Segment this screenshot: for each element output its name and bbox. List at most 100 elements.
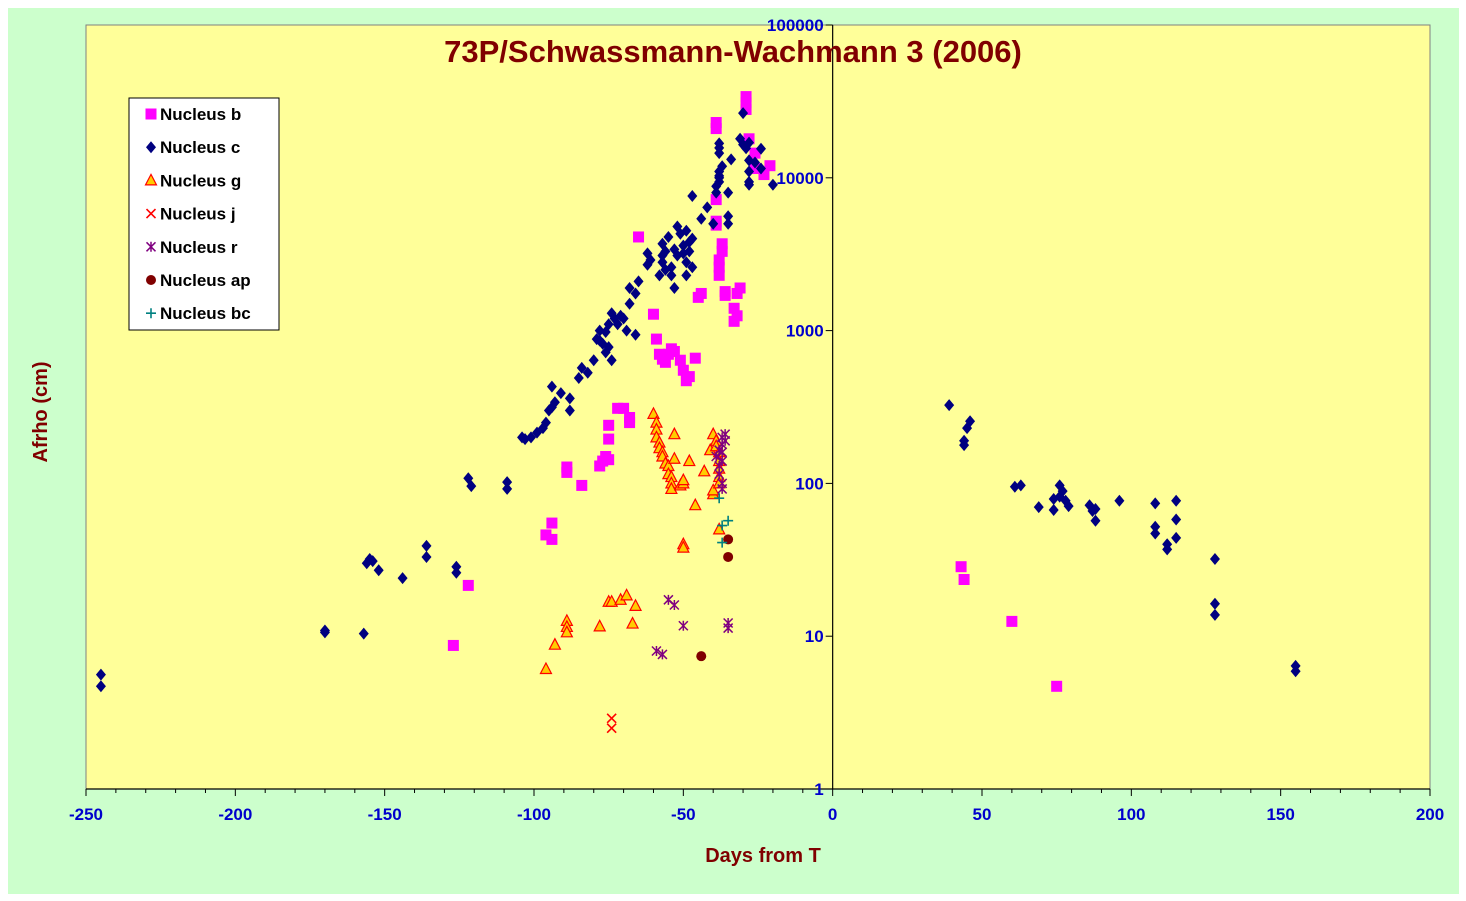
data-point [1006, 615, 1018, 627]
legend-box [128, 97, 280, 331]
chart-title: 73P/Schwassmann-Wachmann 3 (2006) [444, 34, 1022, 69]
data-point [702, 201, 713, 214]
data-point [714, 137, 725, 150]
data-point [731, 310, 743, 322]
data-point [645, 253, 656, 266]
data-point [1171, 513, 1182, 526]
data-point [716, 245, 728, 257]
x-axis-title: Days from T [705, 845, 821, 867]
data-point [713, 261, 725, 273]
data-point [713, 269, 725, 281]
x-tick-label: -100 [517, 805, 551, 824]
legend-label: Nucleus c [160, 138, 240, 157]
data-point [606, 713, 617, 724]
y-tick-label: 10 [805, 627, 824, 646]
data-point [728, 315, 740, 327]
data-point [603, 433, 615, 445]
data-point [540, 529, 552, 541]
data-point [681, 256, 692, 269]
data-point [755, 142, 766, 155]
data-point [965, 415, 976, 428]
data-point [666, 269, 677, 282]
data-point [1150, 520, 1161, 533]
data-point [676, 472, 690, 486]
data-point [744, 178, 755, 191]
data-point [421, 539, 432, 552]
data-point [716, 238, 728, 250]
legend-marker [146, 275, 156, 285]
data-point [588, 354, 599, 367]
data-point [1114, 494, 1125, 507]
data-point [1063, 500, 1074, 513]
data-point [606, 354, 617, 367]
data-point [682, 453, 696, 467]
data-point [612, 318, 623, 331]
data-point [728, 302, 740, 314]
data-point [710, 117, 722, 129]
data-point [603, 341, 614, 354]
data-point [681, 224, 692, 237]
data-point [720, 435, 731, 446]
data-point [958, 574, 970, 586]
series-nucleus-g [539, 406, 726, 675]
plot-area [85, 24, 1431, 790]
x-tick-label: 150 [1266, 805, 1294, 824]
data-point [1015, 479, 1026, 492]
data-point [740, 103, 752, 115]
data-point [959, 439, 970, 452]
data-point [624, 282, 635, 295]
data-point [717, 483, 728, 494]
data-point [723, 210, 734, 223]
data-point [1290, 665, 1301, 678]
data-point [666, 261, 677, 274]
data-point [657, 649, 668, 660]
data-point [451, 566, 462, 579]
data-point [561, 461, 573, 473]
legend-label: Nucleus g [160, 171, 241, 190]
data-point [708, 217, 719, 230]
data-point [549, 396, 560, 409]
series-nucleus-bc [714, 493, 734, 548]
data-point [717, 160, 728, 173]
data-point [664, 481, 678, 495]
legend-label: Nucleus bc [160, 304, 251, 323]
data-point [714, 493, 725, 504]
series-nucleus-ap [696, 534, 734, 662]
data-point [397, 572, 408, 585]
data-point [750, 156, 761, 169]
legend-label: Nucleus b [160, 105, 241, 124]
y-axis-title: Afrho (cm) [30, 361, 52, 462]
data-point [560, 625, 574, 638]
data-point [677, 364, 689, 376]
data-point [633, 231, 645, 243]
x-tick-label: 50 [973, 805, 992, 824]
data-point [647, 308, 659, 320]
data-point [723, 217, 734, 230]
legend-marker [145, 108, 157, 120]
data-point [684, 245, 695, 258]
data-point [740, 91, 752, 103]
data-point [95, 668, 106, 681]
data-point [618, 312, 629, 325]
data-point [717, 456, 728, 467]
data-point [1033, 501, 1044, 514]
data-point [624, 297, 635, 310]
y-tick-label: 100000 [767, 16, 824, 35]
data-point [683, 371, 695, 383]
data-point [744, 136, 755, 149]
data-point [955, 561, 967, 573]
data-point [660, 245, 671, 258]
data-point [1171, 494, 1182, 507]
data-point [630, 287, 641, 300]
data-point [714, 169, 725, 182]
data-point [605, 594, 619, 607]
data-point [696, 212, 707, 225]
data-point [687, 232, 698, 245]
legend-label: Nucleus j [160, 205, 236, 224]
data-point [668, 345, 680, 357]
data-point [555, 387, 566, 400]
data-point [95, 680, 106, 693]
data-point [502, 482, 513, 495]
data-point [462, 579, 474, 591]
data-point [564, 392, 575, 405]
